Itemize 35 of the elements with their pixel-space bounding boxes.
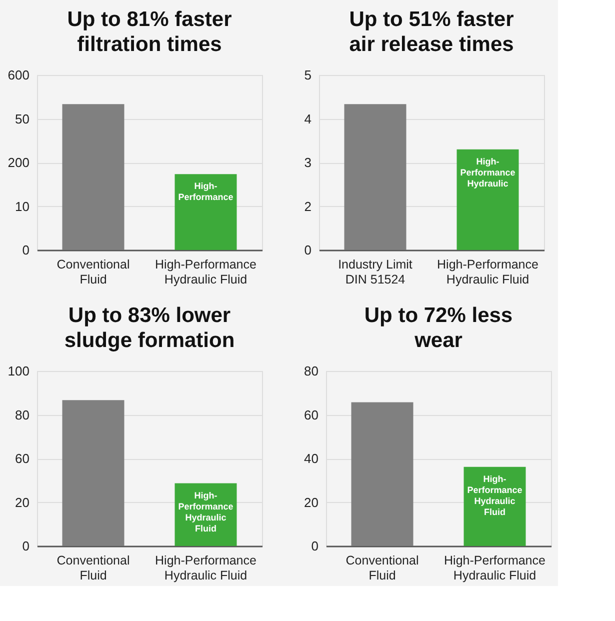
- x-tick-label: High-Performance Hydraulic Fluid: [444, 554, 546, 582]
- x-tick-label: Conventional Fluid: [56, 554, 130, 582]
- text: 50: [15, 111, 30, 126]
- annotation: High- Performance Hydraulic Fluid: [467, 474, 522, 517]
- chart-title: Up to 72% less wear: [364, 304, 513, 352]
- chart-title: Up to 81% faster filtration times: [67, 8, 232, 56]
- y-tick-label: 20: [304, 494, 318, 510]
- text: 0: [22, 242, 30, 258]
- x-tick-label: High-Performance Hydraulic Fluid: [155, 554, 257, 582]
- x-tick-label: High-Performance Hydraulic Fluid: [155, 258, 257, 286]
- x-tick-label: Industry Limit DIN 51524: [338, 258, 413, 286]
- chart-title: Up to 83% lower sludge formation: [64, 304, 235, 352]
- x-tick-label: High-Performance Hydraulic Fluid: [437, 258, 539, 286]
- x-tick-label: Conventional Fluid: [346, 554, 419, 582]
- annotation: High- Performance Hydraulic: [460, 156, 516, 188]
- text: 0: [22, 538, 30, 554]
- text: 5: [304, 68, 312, 82]
- text: 3: [304, 155, 312, 170]
- text: 60: [15, 451, 30, 466]
- text: 80: [15, 407, 30, 422]
- text: 4: [304, 111, 312, 126]
- y-tick-label: 40: [304, 451, 318, 466]
- text: 2: [304, 198, 312, 214]
- text: 600: [8, 68, 30, 82]
- y-tick-label: 80: [304, 364, 318, 378]
- text: 200: [8, 155, 30, 170]
- text: 20: [15, 494, 30, 510]
- chart-title: Up to 51% faster air release times: [349, 8, 514, 56]
- x-tick-label: Conventional Fluid: [56, 258, 130, 286]
- text: 100: [8, 364, 30, 378]
- y-tick-label: 0: [311, 538, 318, 554]
- annotation: High- Performance: [178, 181, 234, 202]
- text: 10: [15, 198, 30, 214]
- annotation: High- Performance Hydraulic Fluid: [178, 490, 234, 534]
- y-tick-label: 60: [304, 407, 318, 422]
